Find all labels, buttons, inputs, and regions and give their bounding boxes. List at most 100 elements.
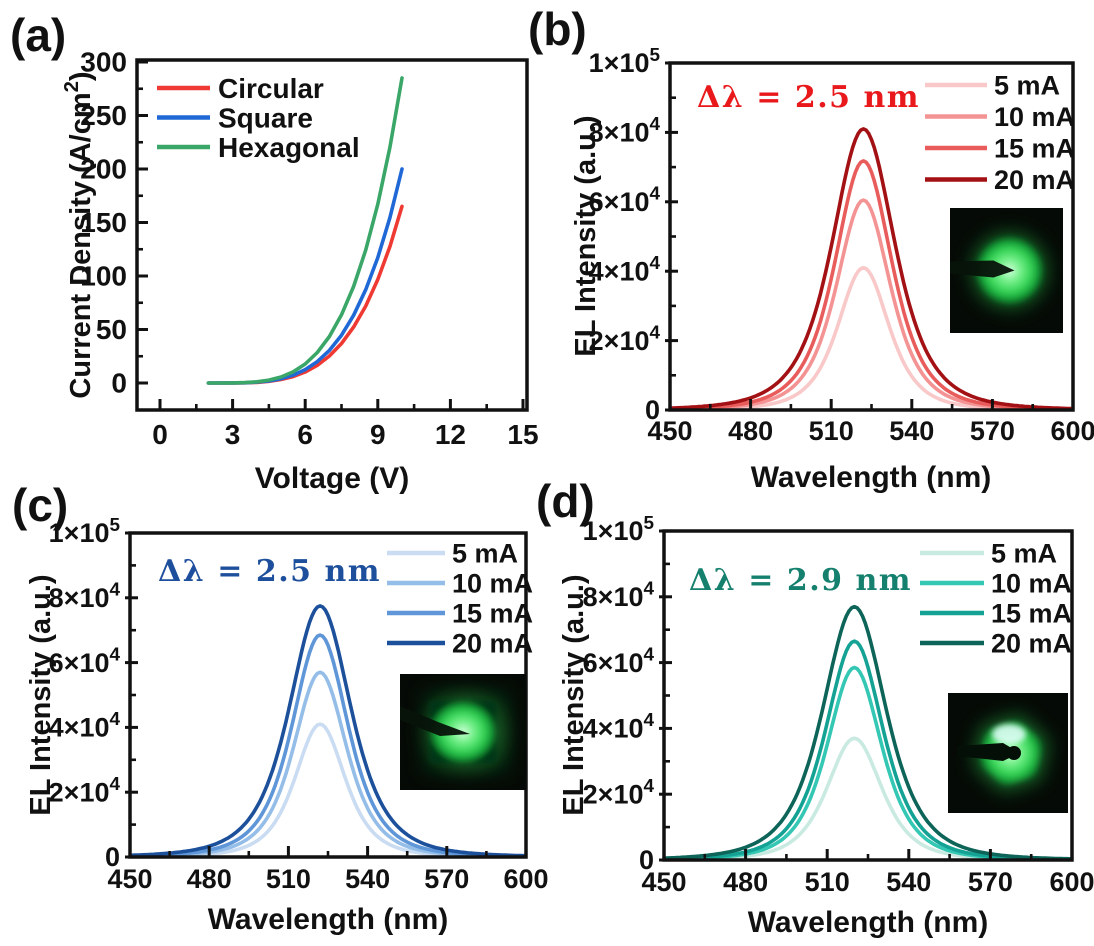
y-tick-label: 8×104	[583, 579, 655, 612]
y-tick-label: 8×104	[49, 580, 121, 613]
legend-label: 5 mA	[452, 539, 518, 569]
panel-b-chart: 450 480 510 540 570 600 0 2×104 4×104 6×104 8×104 1…	[570, 45, 1094, 494]
x-tick-label: 510	[266, 864, 311, 894]
legend-label: 20 mA	[994, 165, 1075, 195]
x-tick-label: 510	[805, 867, 850, 897]
x-tick-label: 570	[970, 416, 1015, 446]
x-tick-label: 450	[647, 416, 692, 446]
x-tick-label: 450	[107, 864, 152, 894]
legend-label: 10 mA	[994, 102, 1075, 132]
x-tick-label: 480	[723, 867, 768, 897]
panel-label-a: (a)	[10, 9, 67, 61]
panel-label-b: (b)	[528, 3, 587, 55]
y-tick-label: 4×104	[583, 710, 655, 743]
x-tick-label: 600	[1049, 867, 1094, 897]
x-tick-label: 3	[225, 419, 241, 450]
legend-label: 20 mA	[991, 629, 1072, 659]
legend-label: 15 mA	[991, 599, 1072, 629]
legend-label: 15 mA	[452, 599, 533, 629]
y-tick-label: 6×104	[589, 184, 661, 217]
y-tick-label: 1×105	[583, 513, 654, 546]
panel-c-chart: 450 480 510 540 570 600 0 2×104 4×104 6×104 8×104 1…	[25, 515, 549, 936]
x-tick-label: 540	[886, 867, 931, 897]
x-tick-label: 600	[503, 864, 548, 894]
x-tick-label: 540	[889, 416, 934, 446]
legend-label: 5 mA	[994, 71, 1060, 101]
series-curve-Square	[206, 167, 404, 385]
legend-label: Circular	[218, 73, 324, 104]
delta-lambda-annotation: Δλ = 2.5 nm	[697, 80, 920, 115]
panel-d-chart: 450 480 510 540 570 600 0 2×104 4×104 6×104 8×104 1…	[558, 513, 1094, 939]
x-tick-label: 570	[424, 864, 469, 894]
y-tick-label: 0	[105, 842, 120, 872]
x-tick-label: 600	[1050, 416, 1094, 446]
x-tick-label: 480	[728, 416, 773, 446]
y-tick-label: 6×104	[583, 644, 655, 677]
delta-lambda-annotation: Δλ = 2.5 nm	[158, 554, 381, 589]
x-tick-label: 510	[809, 416, 854, 446]
y-tick-label: 1×105	[589, 45, 660, 78]
series-curve-20-mA	[130, 604, 526, 857]
legend-label: 10 mA	[452, 569, 533, 599]
series-curve-15-mA	[670, 159, 1073, 410]
inset-device-photo-square	[400, 674, 526, 790]
y-tick-label: 0	[639, 845, 654, 875]
y-tick-label: 1×105	[49, 515, 120, 548]
x-tick-label: 15	[507, 419, 538, 450]
x-axis-title: Wavelength (nm)	[751, 461, 992, 494]
x-tick-label: 450	[641, 867, 686, 897]
axis-ticks	[665, 61, 1075, 412]
series-curve-20-mA	[670, 127, 1073, 410]
y-axis-title: EL Intensity (a.u.)	[570, 115, 602, 356]
y-tick-label: 4×104	[49, 709, 121, 742]
y-axis-title: EL Intensity (a.u.)	[25, 574, 57, 815]
y-axis-title: EL Intensity (a.u.)	[558, 574, 590, 815]
legend-label: Square	[218, 103, 313, 134]
y-tick-label: 2×104	[49, 774, 121, 807]
series-curve-Hexagonal	[206, 76, 404, 385]
legend-label: 15 mA	[994, 134, 1075, 164]
y-tick-label: 200	[80, 154, 127, 185]
center-hole	[1007, 746, 1021, 760]
y-tick-label: 300	[80, 47, 127, 78]
y-tick-label: 2×104	[589, 322, 661, 355]
y-tick-label: 100	[80, 261, 127, 292]
plot-curves	[130, 604, 526, 857]
probe-needle	[950, 260, 1015, 278]
legend-label: 20 mA	[452, 629, 533, 659]
panel-label-d: (d)	[536, 475, 595, 527]
delta-lambda-annotation: Δλ = 2.9 nm	[689, 563, 912, 598]
x-axis-title: Wavelength (nm)	[208, 903, 449, 936]
y-tick-label: 6×104	[49, 644, 121, 677]
probe-needle	[400, 706, 470, 736]
legend-label: 10 mA	[991, 569, 1072, 599]
x-tick-label: 540	[345, 864, 390, 894]
y-tick-label: 8×104	[589, 114, 661, 147]
probe-notch	[957, 743, 1020, 761]
glow-highlight	[992, 724, 1026, 745]
inset-device-photo-hexagon	[948, 693, 1068, 813]
axis-ticks	[125, 531, 528, 859]
x-tick-label: 480	[187, 864, 232, 894]
plot-curves	[206, 76, 404, 385]
y-tick-label: 50	[96, 314, 127, 345]
y-tick-label: 0	[645, 395, 660, 425]
x-tick-label: 570	[968, 867, 1013, 897]
axis-ticks	[659, 529, 1074, 862]
series-curve-20-mA	[664, 604, 1072, 860]
x-tick-label: 12	[435, 419, 466, 450]
y-tick-label: 4×104	[589, 253, 661, 286]
panel-label-c: (c)	[12, 479, 69, 531]
x-tick-label: 0	[152, 419, 168, 450]
y-tick-label: 0	[111, 368, 127, 399]
x-axis-title: Wavelength (nm)	[748, 906, 989, 939]
x-axis-title: Voltage (V)	[255, 462, 409, 495]
y-tick-label: 2×104	[583, 776, 655, 809]
y-tick-label: 150	[80, 207, 127, 238]
